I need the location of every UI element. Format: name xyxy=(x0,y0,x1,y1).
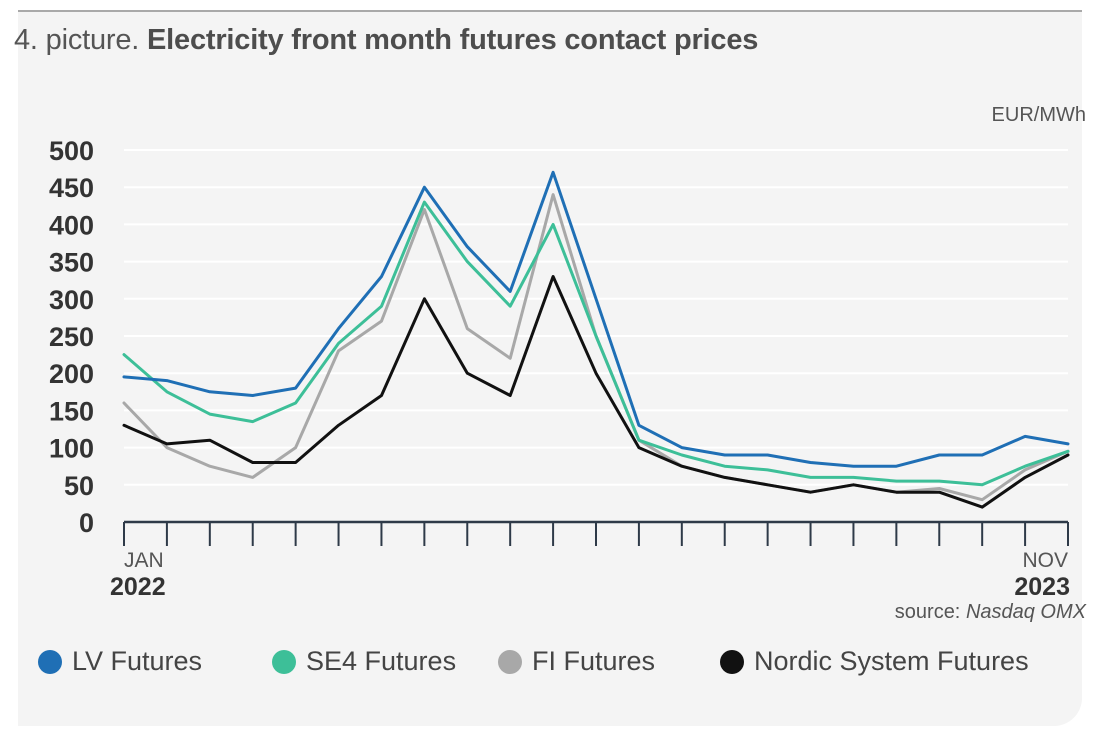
legend-dot-fi-icon xyxy=(498,649,522,674)
x-tick-month-label: NOV xyxy=(1022,549,1068,572)
legend-item-se4: SE4 Futures xyxy=(272,646,456,677)
y-tick-label: 250 xyxy=(49,322,94,352)
legend-label-lv: LV Futures xyxy=(72,646,203,676)
source-label: source: xyxy=(894,601,961,623)
legend-item-nordic: Nordic System Futures xyxy=(720,646,1029,677)
y-tick-labels: 0 50 100 150 200 250 300 350 400 450 500 xyxy=(49,136,94,538)
y-tick-label: 150 xyxy=(49,396,94,426)
y-tick-label: 400 xyxy=(49,210,94,240)
x-tick-year-label: 2023 xyxy=(1014,573,1070,601)
series-line-1 xyxy=(122,200,1070,487)
legend-label-fi: FI Futures xyxy=(532,646,656,676)
title-main: Electricity front month futures contact … xyxy=(147,24,759,56)
x-tick-month-label: JAN xyxy=(124,549,164,572)
series-line-2 xyxy=(122,193,1070,502)
y-tick-label: 350 xyxy=(49,248,94,278)
y-tick-label: 450 xyxy=(49,173,94,203)
y-tick-label: 100 xyxy=(49,434,94,464)
legend-label-se4: SE4 Futures xyxy=(306,646,457,676)
source-note: source: Nasdaq OMX xyxy=(895,601,1086,624)
series-line-0 xyxy=(122,170,1070,468)
legend-dot-nordic-icon xyxy=(720,649,744,674)
title-prefix: 4. picture. xyxy=(14,24,140,56)
y-tick-label: 300 xyxy=(49,285,94,315)
y-tick-label: 200 xyxy=(49,359,94,389)
legend-item-lv: LV Futures xyxy=(38,646,202,677)
chart-panel xyxy=(18,10,1082,726)
source-name: Nasdaq OMX xyxy=(965,601,1086,623)
y-tick-label: 500 xyxy=(49,136,94,166)
gridlines xyxy=(124,149,1068,486)
legend-item-fi: FI Futures xyxy=(498,646,655,677)
legend-dot-se4-icon xyxy=(272,649,296,674)
legend-dot-lv-icon xyxy=(38,649,62,674)
chart-title: 4. picture. Electricity front month futu… xyxy=(14,24,758,57)
y-axis-unit: EUR/MWh xyxy=(991,104,1086,126)
y-tick-label: 50 xyxy=(64,471,94,501)
y-tick-label: 0 xyxy=(79,508,94,538)
series-line-3 xyxy=(122,275,1070,509)
legend-label-nordic: Nordic System Futures xyxy=(754,646,1029,676)
legend: LV Futures SE4 Futures FI Futures Nordic… xyxy=(38,646,1058,686)
x-tick-year-label: 2022 xyxy=(110,573,166,601)
series-lines xyxy=(122,170,1070,509)
